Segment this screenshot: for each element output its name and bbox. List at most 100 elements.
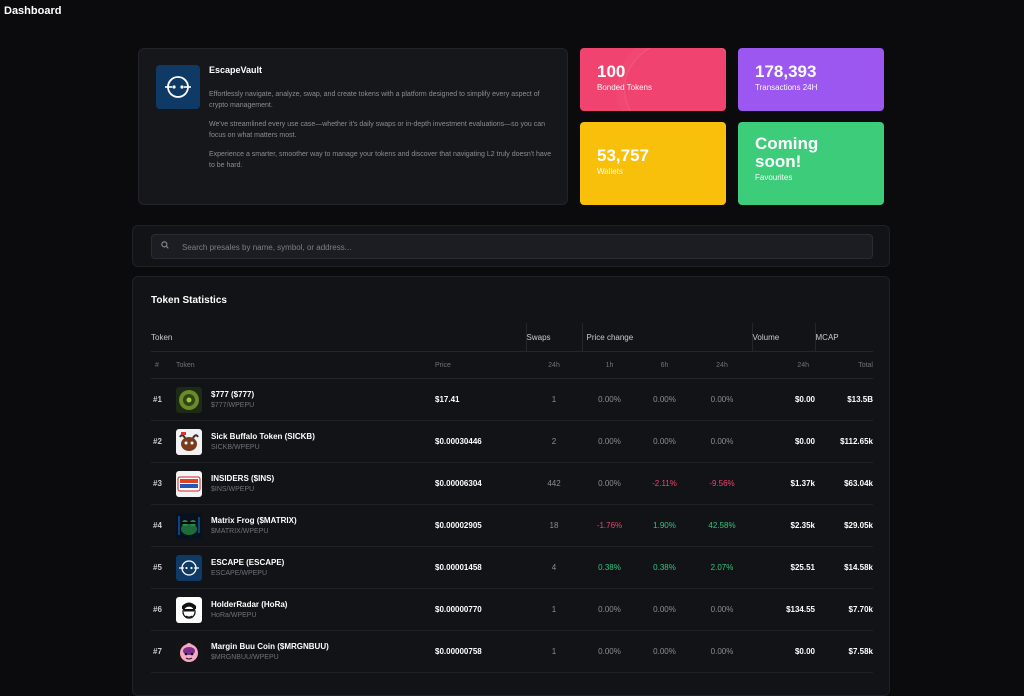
group-header-swaps: Swaps (525, 323, 582, 352)
token-cell[interactable]: Sick Buffalo Token (SICKB) SICKB/WPEPU (176, 420, 435, 463)
buffalo-icon (176, 428, 202, 455)
wallets-label: Wallets (597, 167, 623, 176)
table-row[interactable]: #7 Margin Buu Coin ($MRGNBUU) $MRGNBUU/WPE… (151, 630, 873, 673)
token-rank: #3 (151, 462, 176, 505)
token-cell[interactable]: HolderRadar (HoRa) HoRa/WPEPU (176, 588, 435, 631)
change-24h: 0.00% (692, 420, 752, 463)
token-volume: $25.51 (752, 546, 815, 589)
change-6h: 0.00% (637, 420, 692, 463)
about-paragraph: Effortlessly navigate, analyze, swap, an… (209, 91, 540, 109)
token-rank: #1 (151, 378, 176, 421)
token-cell[interactable]: ESCAPE (ESCAPE) ESCAPE/WPEPU (176, 546, 435, 589)
token-volume: $1.37k (752, 462, 815, 505)
group-header-token: Token (151, 323, 526, 352)
token-name[interactable]: $777 ($777) (211, 390, 255, 399)
token-statistics-title: Token Statistics (151, 295, 227, 306)
column-swaps-24h[interactable]: 24h (526, 351, 582, 379)
token-name[interactable]: Sick Buffalo Token (SICKB) (211, 432, 315, 441)
column-change-24h[interactable]: 24h (692, 351, 752, 379)
token-name[interactable]: Matrix Frog ($MATRIX) (211, 516, 297, 525)
token-cell[interactable]: Matrix Frog ($MATRIX) $MATRIX/WPEPU (176, 504, 435, 547)
change-6h: 0.38% (637, 546, 692, 589)
about-paragraph: Experience a smarter, smoother way to ma… (209, 151, 552, 169)
change-6h: 0.00% (637, 588, 692, 631)
column-rank[interactable]: # (151, 351, 176, 379)
column-volume-24h[interactable]: 24h (752, 351, 815, 379)
transactions-label: Transactions 24H (755, 83, 818, 92)
token-volume: $134.55 (752, 588, 815, 631)
token-swaps: 2 (526, 420, 582, 463)
token-cell[interactable]: INSIDERS ($INS) $INS/WPEPU (176, 462, 435, 505)
token-mcap: $112.65k (815, 420, 873, 463)
token-statistics-table: Token Swaps Price change Volume MCAP # T… (151, 323, 873, 673)
change-1h: 0.38% (582, 546, 637, 589)
change-1h: -1.76% (582, 504, 637, 547)
column-mcap-total[interactable]: Total (815, 351, 873, 379)
token-mcap: $29.05k (815, 504, 873, 547)
change-24h: -9.56% (692, 462, 752, 505)
page-title: Dashboard (4, 5, 62, 17)
change-6h: 1.90% (637, 504, 692, 547)
column-token[interactable]: Token (176, 351, 435, 379)
token-volume: $0.00 (752, 378, 815, 421)
token-volume: $0.00 (752, 420, 815, 463)
token-swaps: 18 (526, 504, 582, 547)
group-header-mcap: MCAP (814, 323, 873, 352)
table-row[interactable]: #5 ESCAPE (ESCAPE) ESCAPE/WPEPU $0.00001458… (151, 546, 873, 589)
table-row[interactable]: #1 $777 ($777) $777/WPEPU $17.41 1 0.00% 0.00%… (151, 378, 873, 421)
token-rank: #2 (151, 420, 176, 463)
matrix-frog-icon (176, 512, 202, 539)
token-name[interactable]: Margin Buu Coin ($MRGNBUU) (211, 642, 329, 651)
token-rank: #7 (151, 630, 176, 673)
token-name[interactable]: HolderRadar (HoRa) (211, 600, 288, 609)
token-volume: $0.00 (752, 630, 815, 673)
token-mcap: $7.58k (815, 630, 873, 673)
token-name[interactable]: INSIDERS ($INS) (211, 474, 275, 483)
token-name[interactable]: ESCAPE (ESCAPE) (211, 558, 285, 567)
search-box[interactable] (151, 234, 873, 260)
about-description: Effortlessly navigate, analyze, swap, an… (209, 89, 554, 179)
token-mcap: $63.04k (815, 462, 873, 505)
token-rank: #6 (151, 588, 176, 631)
search-input[interactable] (180, 235, 864, 260)
bonded-tokens-label: Bonded Tokens (597, 83, 653, 92)
token-cell[interactable]: $777 ($777) $777/WPEPU (176, 378, 435, 421)
token-price: $17.41 (435, 378, 526, 421)
token-mcap: $7.70k (815, 588, 873, 631)
change-1h: 0.00% (582, 630, 637, 673)
wallets-value: 53,757 (597, 146, 649, 165)
token-price: $0.00001458 (435, 546, 526, 589)
token-cell[interactable]: Margin Buu Coin ($MRGNBUU) $MRGNBUU/WPEPU (176, 630, 435, 673)
token-pair: ESCAPE/WPEPU (211, 570, 268, 577)
about-paragraph: We've streamlined every use case—whether… (209, 121, 545, 139)
change-6h: 0.00% (637, 378, 692, 421)
group-header-price-change: Price change (581, 323, 752, 352)
favourites-card[interactable]: Coming soon! Favourites (738, 122, 884, 205)
change-1h: 0.00% (582, 462, 637, 505)
token-mcap: $14.58k (815, 546, 873, 589)
column-change-6h[interactable]: 6h (637, 351, 692, 379)
change-6h: -2.11% (637, 462, 692, 505)
change-24h: 2.07% (692, 546, 752, 589)
green-circle-icon (176, 386, 202, 413)
change-24h: 0.00% (692, 378, 752, 421)
change-1h: 0.00% (582, 378, 637, 421)
bonded-tokens-value: 100 (597, 62, 626, 81)
change-24h: 42.58% (692, 504, 752, 547)
token-swaps: 4 (526, 546, 582, 589)
column-price[interactable]: Price (435, 351, 526, 379)
token-price: $0.00030446 (435, 420, 526, 463)
token-pair: HoRa/WPEPU (211, 612, 257, 619)
escape-logo-icon (176, 554, 202, 581)
table-row[interactable]: #6 HolderRadar (HoRa) HoRa/WPEPU $0.0000077… (151, 588, 873, 631)
token-statistics-panel: Token Statistics Token Swaps Price chang… (132, 276, 890, 696)
bonded-tokens-card: 100 Bonded Tokens (580, 48, 726, 111)
token-rank: #5 (151, 546, 176, 589)
token-pair: $777/WPEPU (211, 402, 255, 409)
escapevault-logo-icon (156, 65, 200, 109)
table-row[interactable]: #4 Matrix Frog ($MATRIX) $MATRIX/WPEPU $0.0… (151, 504, 873, 547)
column-change-1h[interactable]: 1h (582, 351, 637, 379)
table-row[interactable]: #2 Sick Buffalo Token (SICKB) SICKB/WPEPU $… (151, 420, 873, 463)
change-6h: 0.00% (637, 630, 692, 673)
table-row[interactable]: #3 INSIDERS ($INS) $INS/WPEPU $0.00006304 44… (151, 462, 873, 505)
